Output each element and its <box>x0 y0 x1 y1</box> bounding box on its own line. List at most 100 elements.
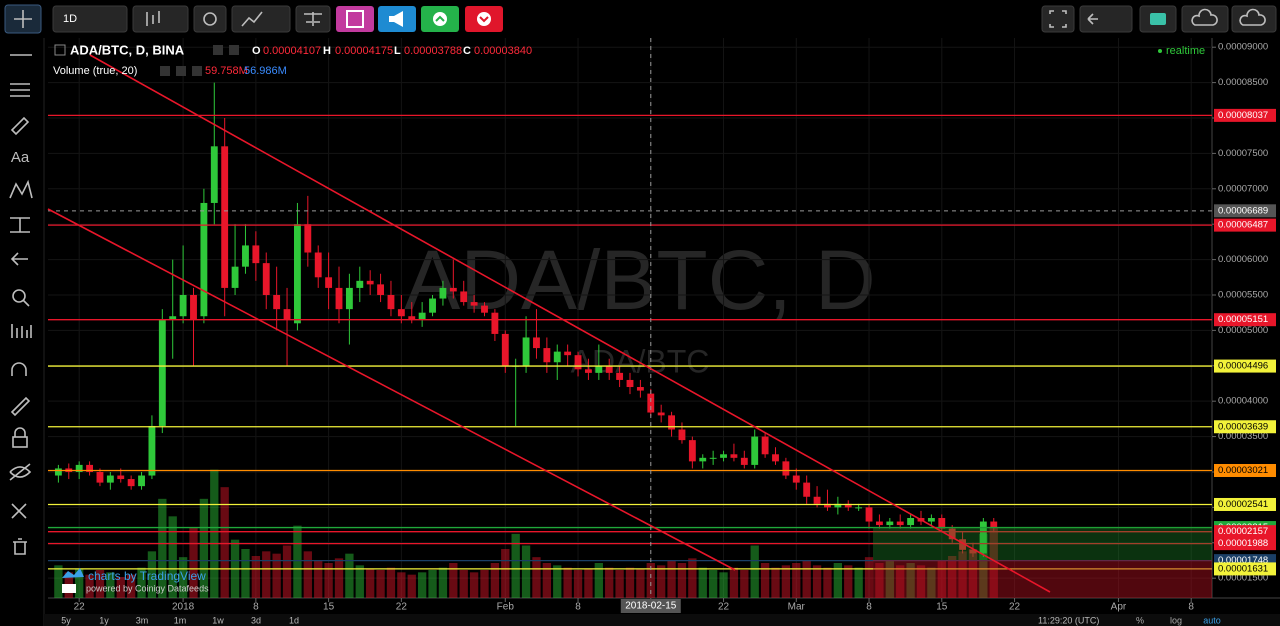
load-button[interactable] <box>1181 5 1229 33</box>
icon <box>477 12 491 26</box>
tool-magnet-bars[interactable] <box>11 324 32 338</box>
candle-body <box>564 351 572 356</box>
volume-bar <box>615 570 624 598</box>
range-button[interactable]: 3d <box>251 615 261 625</box>
x-tick-label: 2018 <box>172 602 195 613</box>
candle-body <box>221 146 229 288</box>
watermark: ADA/BTC, D <box>404 233 875 327</box>
range-button[interactable]: 1y <box>99 615 109 625</box>
indicators-button[interactable] <box>231 5 291 33</box>
settings-button[interactable] <box>193 5 227 33</box>
icon <box>433 12 447 26</box>
x-tick-label: Mar <box>788 602 806 613</box>
icon <box>146 11 160 26</box>
fullscreen-button[interactable] <box>1041 5 1075 33</box>
tool-pencil[interactable] <box>10 396 31 417</box>
tool-text[interactable]: Aa <box>11 149 30 166</box>
candle-body <box>127 479 135 487</box>
tool-brush[interactable] <box>10 116 30 136</box>
cube-button[interactable] <box>336 6 374 32</box>
tool-zoom[interactable] <box>12 289 26 303</box>
range-button[interactable]: 1w <box>212 615 224 625</box>
volume-bar <box>532 557 541 598</box>
x-tick-label: 22 <box>718 602 730 613</box>
candle-body <box>283 309 291 320</box>
price-level-box <box>1214 359 1276 373</box>
volume-bar <box>885 560 894 598</box>
scale-option[interactable]: log <box>1170 615 1182 625</box>
range-button[interactable]: 1m <box>174 615 187 625</box>
candle-body <box>96 471 104 483</box>
volume-bar <box>958 551 967 598</box>
volume-bar <box>210 469 219 598</box>
tool-remove-drawings[interactable] <box>11 503 27 519</box>
candle-body <box>886 521 894 526</box>
volume-bar <box>563 567 572 598</box>
realtime: realtime <box>1166 45 1205 57</box>
scale-option[interactable]: auto <box>1203 615 1221 625</box>
legend-button[interactable] <box>192 66 202 76</box>
scale-option[interactable]: % <box>1136 615 1144 625</box>
legend-button[interactable] <box>229 45 239 55</box>
bottom-bar: 11:29:20 (UTC) 5y 1y 3m 1m 1w 3d 1d% log auto <box>44 614 1280 626</box>
price-level-box <box>1214 463 1276 477</box>
y-tick-label: 0.00005500 <box>1218 290 1268 301</box>
price-level-label: 0.00005151 <box>1218 314 1268 325</box>
tool-measure[interactable] <box>10 217 30 233</box>
candle-body <box>190 294 197 320</box>
candle-body <box>273 294 281 310</box>
bottom-bg <box>44 614 1280 626</box>
range-button[interactable]: 3m <box>136 615 149 625</box>
candle-body <box>522 337 530 366</box>
volume-bar <box>979 533 988 598</box>
legend-button[interactable] <box>176 66 186 76</box>
candle-body <box>990 521 998 528</box>
candle-body <box>553 351 561 363</box>
legend-button[interactable] <box>213 45 223 55</box>
volume-bar <box>75 568 84 598</box>
interval-button[interactable] <box>52 5 128 33</box>
candle-body <box>356 280 364 288</box>
candle-body <box>678 429 686 441</box>
candle-body <box>418 312 426 320</box>
volume-bar <box>324 563 333 598</box>
volume-bar <box>750 545 759 598</box>
candle-body <box>948 528 956 540</box>
legend-button[interactable] <box>160 66 170 76</box>
candle-body <box>387 294 395 310</box>
position-loss-zone <box>873 560 1212 598</box>
undo-redo[interactable] <box>1079 5 1133 33</box>
volume-bar <box>126 574 136 598</box>
collapse-icon[interactable] <box>54 44 66 56</box>
tool-lock[interactable] <box>12 436 28 448</box>
range-button[interactable]: 5y <box>61 615 71 625</box>
low-label: L <box>394 45 401 57</box>
price-level-box <box>1214 313 1276 327</box>
candle-body <box>668 415 676 430</box>
volume-bar <box>854 567 863 598</box>
tool-trash[interactable] <box>13 538 27 555</box>
x-tick-label: 8 <box>253 602 259 613</box>
status-dot <box>1158 49 1162 53</box>
candle-body <box>855 507 863 509</box>
tool-pattern[interactable] <box>9 179 33 199</box>
volume-bar <box>729 567 739 598</box>
icon <box>304 12 322 26</box>
volume-bar <box>490 563 500 598</box>
candle-body <box>138 475 145 487</box>
candle-body <box>616 372 624 380</box>
icon <box>435 15 445 22</box>
volume-bar <box>605 567 614 598</box>
tool-lines[interactable] <box>10 83 30 97</box>
candle-body <box>688 440 696 462</box>
tool-magnet[interactable] <box>11 362 27 376</box>
volume-bar <box>459 570 468 598</box>
volume-bar <box>657 565 666 598</box>
candle-body <box>377 284 385 295</box>
tool-back[interactable] <box>10 252 28 266</box>
candle-body <box>813 496 821 504</box>
chart-type-button[interactable] <box>132 5 189 33</box>
volume-bar <box>303 551 312 598</box>
tool-hide[interactable] <box>9 463 32 481</box>
range-button[interactable]: 1d <box>289 615 299 625</box>
